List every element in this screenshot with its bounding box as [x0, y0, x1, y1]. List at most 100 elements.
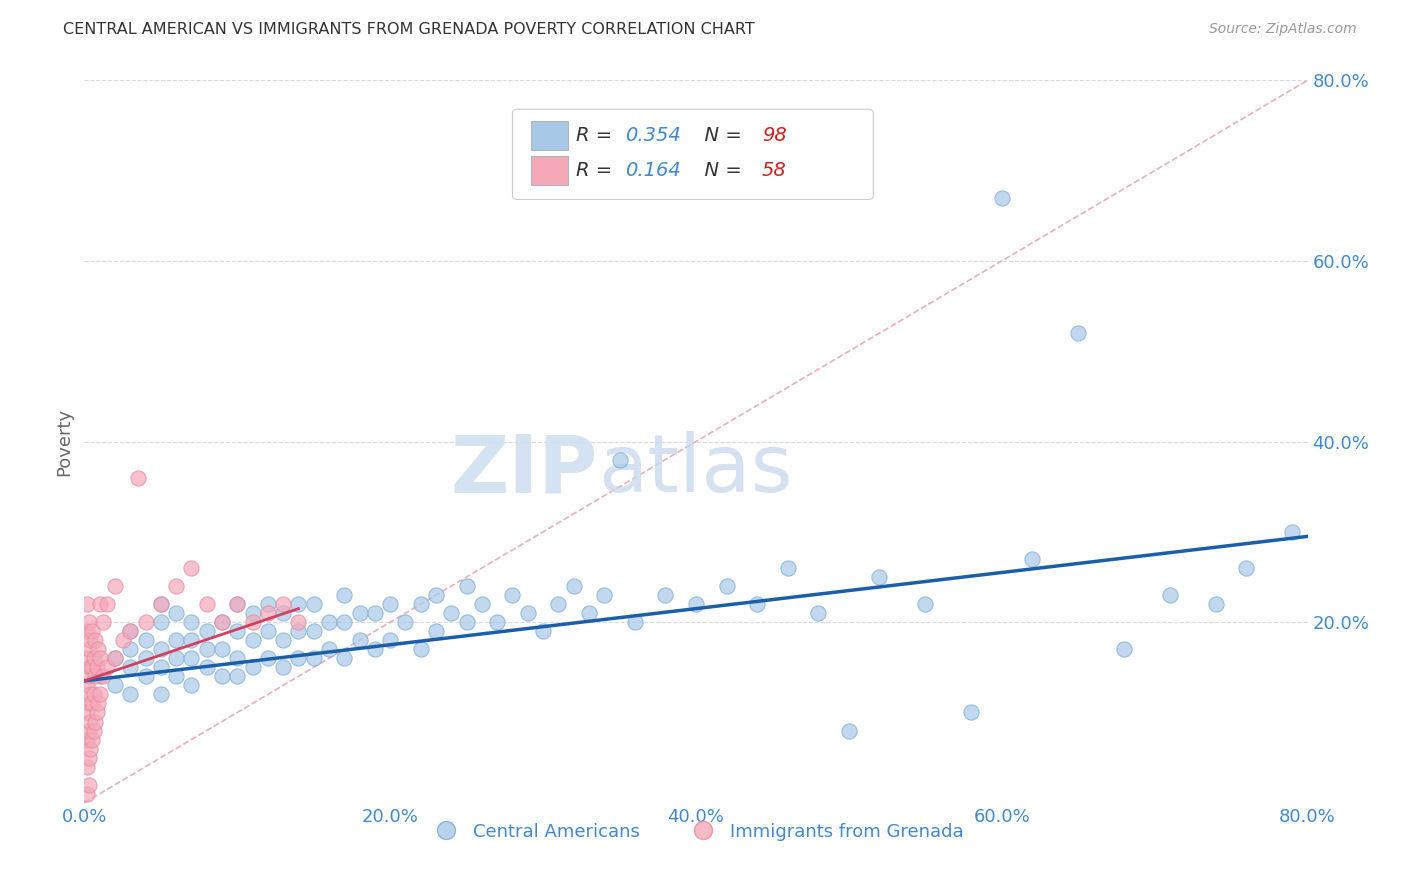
Point [257, 606, 280, 620]
Point [226, 624, 249, 639]
Point [79, 741, 101, 756]
Point [531, 624, 554, 639]
Point [89, 687, 111, 701]
Point [87, 697, 110, 711]
FancyBboxPatch shape [531, 156, 568, 185]
Point [127, 471, 149, 485]
Point [380, 597, 402, 611]
Point [318, 615, 340, 630]
Point [195, 597, 218, 611]
Point [76, 597, 98, 611]
Point [149, 642, 172, 657]
Point [333, 651, 356, 665]
Point [180, 615, 202, 630]
Point [149, 597, 172, 611]
Point [120, 624, 142, 639]
Point [257, 597, 280, 611]
Point [1067, 326, 1090, 340]
Legend: Central Americans, Immigrants from Grenada: Central Americans, Immigrants from Grena… [420, 815, 972, 848]
Point [83, 687, 105, 701]
Point [180, 678, 202, 692]
Point [135, 669, 157, 683]
FancyBboxPatch shape [531, 121, 568, 151]
Text: ZIP: ZIP [451, 432, 598, 509]
Point [624, 615, 647, 630]
Point [79, 660, 101, 674]
Point [747, 597, 769, 611]
Point [149, 615, 172, 630]
Point [547, 597, 569, 611]
Point [77, 723, 100, 738]
Point [180, 651, 202, 665]
Point [609, 452, 631, 467]
Point [83, 723, 105, 738]
Point [76, 732, 98, 747]
Point [79, 714, 101, 729]
Point [242, 633, 264, 648]
Point [257, 651, 280, 665]
Point [287, 615, 309, 630]
Point [77, 669, 100, 683]
Point [77, 697, 100, 711]
Point [91, 615, 114, 630]
Point [349, 606, 371, 620]
Point [226, 651, 249, 665]
Point [149, 597, 172, 611]
Point [104, 678, 127, 692]
Point [1205, 597, 1227, 611]
Text: N =: N = [692, 161, 748, 180]
Point [349, 633, 371, 648]
Point [77, 778, 100, 792]
Point [211, 642, 233, 657]
Point [76, 787, 98, 801]
Point [195, 624, 218, 639]
Point [211, 615, 233, 630]
Point [516, 606, 538, 620]
Point [716, 579, 738, 593]
Point [287, 651, 309, 665]
Point [394, 615, 416, 630]
Point [211, 669, 233, 683]
Point [76, 706, 98, 720]
Point [257, 624, 280, 639]
Text: R =: R = [576, 161, 619, 180]
Point [456, 615, 478, 630]
Point [287, 624, 309, 639]
Point [242, 606, 264, 620]
Point [1114, 642, 1136, 657]
Point [380, 633, 402, 648]
Point [869, 570, 891, 584]
Point [104, 579, 127, 593]
Point [502, 588, 524, 602]
Point [87, 642, 110, 657]
Point [1236, 561, 1258, 575]
Point [271, 660, 294, 674]
Text: atlas: atlas [598, 432, 793, 509]
Point [593, 588, 616, 602]
Point [79, 687, 101, 701]
Point [149, 660, 172, 674]
Text: R =: R = [576, 127, 619, 145]
Point [80, 697, 103, 711]
Point [120, 642, 142, 657]
Point [165, 651, 187, 665]
Y-axis label: Poverty: Poverty [55, 408, 73, 475]
Point [135, 651, 157, 665]
Point [91, 669, 114, 683]
Point [776, 561, 799, 575]
Point [302, 651, 325, 665]
Point [89, 651, 111, 665]
Point [302, 624, 325, 639]
Point [84, 714, 107, 729]
Text: CENTRAL AMERICAN VS IMMIGRANTS FROM GRENADA POVERTY CORRELATION CHART: CENTRAL AMERICAN VS IMMIGRANTS FROM GREN… [63, 22, 755, 37]
Point [96, 597, 118, 611]
Text: Source: ZipAtlas.com: Source: ZipAtlas.com [1209, 22, 1357, 37]
Point [76, 760, 98, 774]
Point [211, 615, 233, 630]
Point [271, 633, 294, 648]
Text: 58: 58 [762, 161, 787, 180]
Point [111, 633, 134, 648]
Point [149, 687, 172, 701]
Point [471, 597, 494, 611]
Point [226, 597, 249, 611]
